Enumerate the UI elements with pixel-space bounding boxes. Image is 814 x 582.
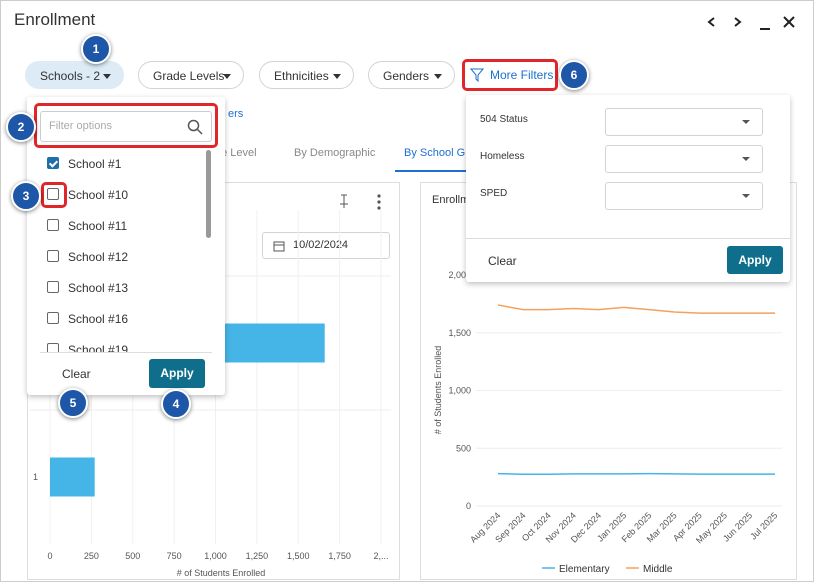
bar bbox=[50, 457, 95, 497]
legend-label: Elementary bbox=[559, 564, 610, 575]
more-filters-label: More Filters bbox=[490, 68, 554, 82]
x-tick-label: 250 bbox=[84, 551, 99, 561]
funnel-icon bbox=[470, 68, 484, 82]
y-tick-label: 1,500 bbox=[448, 328, 471, 338]
line bbox=[497, 472, 775, 475]
highlight bbox=[41, 182, 67, 208]
callout: 1 bbox=[81, 34, 111, 64]
legend-label: Middle bbox=[643, 564, 673, 575]
card-icons[interactable] bbox=[336, 192, 388, 212]
tab-active[interactable]: By School G bbox=[404, 147, 466, 159]
callout: 3 bbox=[11, 181, 41, 211]
field-label: 504 Status bbox=[480, 114, 528, 125]
x-tick-label: 1,750 bbox=[328, 551, 351, 561]
y-axis-label: # of Students Enrolled bbox=[433, 346, 443, 435]
scrollbar bbox=[206, 150, 211, 238]
date-input[interactable]: 10/02/2024 bbox=[262, 232, 390, 259]
y-tick-label: 1,000 bbox=[448, 386, 471, 396]
calendar-icon bbox=[273, 241, 285, 252]
school-option[interactable]: School #16 bbox=[47, 309, 128, 329]
search-placeholder: Filter options bbox=[49, 120, 112, 132]
options-list: School #1 School #10 School #11 School #12 S… bbox=[0, 148, 225, 352]
search-input[interactable]: Filter options bbox=[40, 111, 212, 142]
tab[interactable]: de Level bbox=[215, 147, 257, 159]
x-tick-label: 0 bbox=[47, 551, 52, 561]
callout: 2 bbox=[6, 112, 36, 142]
divider bbox=[466, 238, 790, 239]
x-tick-label: Jul 2025 bbox=[748, 510, 779, 541]
x-tick-label: 1,250 bbox=[246, 551, 269, 561]
divider bbox=[40, 352, 212, 353]
field-label: SPED bbox=[480, 188, 508, 199]
filter-schools[interactable]: Schools - 2 bbox=[25, 61, 124, 89]
card-title: Enrollm bbox=[432, 194, 470, 206]
school-option[interactable]: School #10 bbox=[47, 185, 128, 205]
select[interactable] bbox=[605, 182, 763, 210]
school-option[interactable]: School #13 bbox=[47, 278, 128, 298]
x-tick-label: 500 bbox=[125, 551, 140, 561]
x-tick-label: 750 bbox=[167, 551, 182, 561]
y-tick-label: 1 bbox=[33, 472, 38, 482]
school-option[interactable]: School #11 bbox=[47, 216, 127, 236]
field-label: Homeless bbox=[480, 151, 525, 162]
school-option[interactable]: School #1 bbox=[47, 154, 121, 174]
window-controls[interactable] bbox=[700, 10, 800, 34]
filter-ethnicities[interactable]: Ethnicities bbox=[259, 61, 354, 89]
y-tick-label: 500 bbox=[456, 443, 471, 453]
date-value: 10/02/2024 bbox=[293, 239, 349, 251]
select[interactable] bbox=[605, 108, 763, 136]
school-option[interactable]: School #19 bbox=[47, 340, 128, 352]
filter-genders[interactable]: Genders bbox=[368, 61, 455, 89]
callout: 6 bbox=[559, 60, 589, 90]
y-tick-label: 0 bbox=[466, 501, 471, 511]
school-option[interactable]: School #12 bbox=[47, 247, 128, 267]
window-title: Enrollment bbox=[14, 10, 96, 29]
y-tick-label: 2,000 bbox=[448, 270, 471, 280]
clear-button[interactable]: Clear bbox=[62, 367, 91, 381]
callout: 4 bbox=[161, 389, 191, 419]
more-filters[interactable]: More Filters bbox=[470, 68, 553, 82]
x-axis-label: # of Students Enrolled bbox=[177, 568, 266, 578]
callout: 5 bbox=[58, 388, 88, 418]
highlight bbox=[462, 59, 558, 91]
apply-button[interactable]: Apply bbox=[727, 246, 783, 274]
filter-grade-levels[interactable]: Grade Levels bbox=[138, 61, 244, 89]
link-text[interactable]: ers bbox=[228, 108, 244, 120]
line bbox=[497, 304, 775, 314]
x-tick-label: 1,500 bbox=[287, 551, 310, 561]
clear-button[interactable]: Clear bbox=[488, 254, 517, 268]
highlight bbox=[34, 103, 218, 148]
tab[interactable]: By Demographic bbox=[294, 147, 376, 159]
tab-underline bbox=[395, 170, 470, 172]
search-icon bbox=[187, 119, 203, 135]
select[interactable] bbox=[605, 145, 763, 173]
x-tick-label: 2,... bbox=[373, 551, 388, 561]
apply-button[interactable]: Apply bbox=[149, 359, 205, 388]
x-tick-label: 1,000 bbox=[204, 551, 227, 561]
